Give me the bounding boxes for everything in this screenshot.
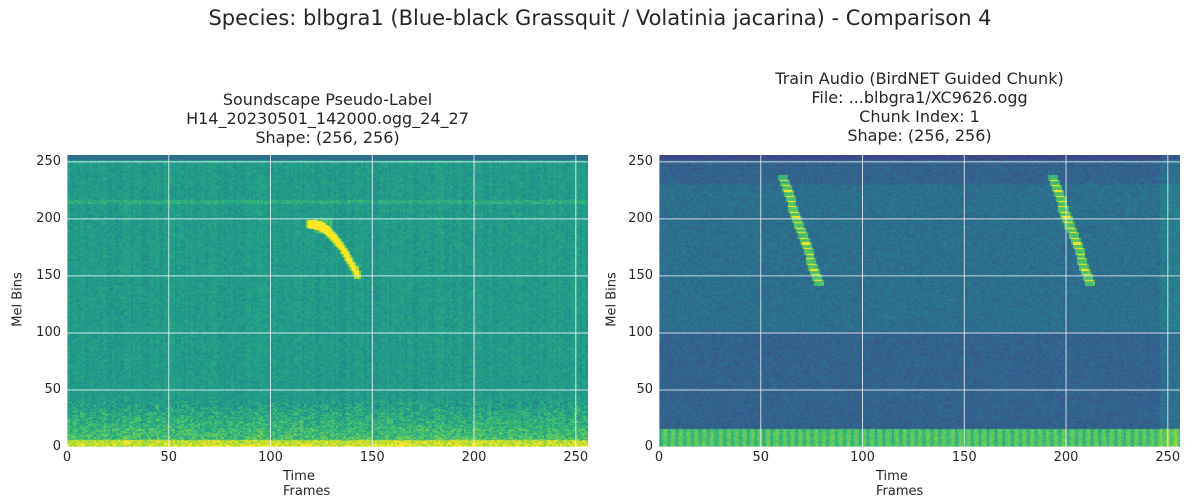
x-tick-label: 50	[752, 450, 770, 465]
grid-lines	[659, 155, 1180, 447]
x-tick-label: 100	[258, 450, 283, 465]
y-tick-label: 0	[644, 439, 653, 454]
y-tick-label: 250	[628, 153, 653, 169]
x-tick-label: 200	[461, 450, 487, 465]
panel-title-line: Soundscape Pseudo-Label	[222, 90, 433, 109]
panel-title-line: Train Audio (BirdNET Guided Chunk)	[775, 69, 1064, 88]
panel-title-line: Shape: (256, 256)	[255, 128, 400, 147]
y-tick-label: 100	[36, 324, 61, 340]
x-tick-label: 150	[359, 450, 385, 465]
x-axis-label: Time Frames	[876, 469, 924, 499]
y-tick-label: 50	[44, 381, 61, 397]
y-axis-label: Mel Bins	[10, 272, 26, 327]
y-tick-label: 50	[636, 381, 653, 397]
x-tick-label: 150	[951, 450, 977, 465]
y-tick-label: 200	[628, 210, 653, 226]
panel-title: Train Audio (BirdNET Guided Chunk) File:…	[659, 69, 1180, 145]
panel-title-line: Chunk Index: 1	[859, 107, 980, 126]
y-tick-label: 0	[52, 439, 61, 454]
panel-title-line: Shape: (256, 256)	[847, 126, 992, 145]
panel-title-line: File: ...blbgra1/XC9626.ogg	[811, 88, 1028, 107]
x-tick-label: 50	[160, 450, 178, 465]
y-axis-label: Mel Bins	[604, 272, 620, 327]
x-tick-label: 0	[62, 450, 72, 465]
y-tick-label: 150	[628, 267, 653, 283]
spectrogram-image	[659, 155, 1180, 447]
x-tick-label: 250	[563, 450, 589, 465]
spectrogram-image	[67, 155, 588, 447]
spectrogram-plot	[67, 155, 588, 447]
x-tick-label: 0	[654, 450, 664, 465]
panel-title-line: H14_20230501_142000.ogg_24_27	[186, 109, 469, 128]
y-tick-label: 150	[36, 267, 61, 283]
figure-suptitle: Species: blbgra1 (Blue-black Grassquit /…	[208, 6, 992, 30]
spectrogram-plot	[659, 155, 1180, 447]
x-tick-label: 250	[1155, 450, 1181, 465]
x-tick-label: 200	[1053, 450, 1079, 465]
grid-lines	[67, 155, 588, 447]
panel-title: Soundscape Pseudo-Label H14_20230501_142…	[67, 90, 588, 147]
y-tick-label: 250	[36, 153, 61, 169]
x-tick-label: 100	[850, 450, 875, 465]
y-tick-label: 100	[628, 324, 653, 340]
y-tick-label: 200	[36, 210, 61, 226]
x-axis-label: Time Frames	[283, 469, 331, 499]
